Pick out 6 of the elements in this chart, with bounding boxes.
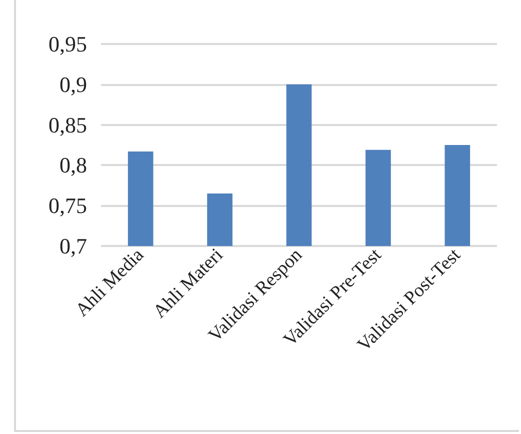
y-tick-label: 0,75 bbox=[48, 193, 87, 218]
y-tick-label: 0,7 bbox=[60, 234, 87, 258]
y-tick-label: 0,8 bbox=[60, 152, 87, 178]
y-tick-label: 0,85 bbox=[48, 112, 87, 138]
y-tick-label: 0,9 bbox=[60, 72, 87, 97]
y-tick-label: 0,95 bbox=[48, 32, 87, 56]
